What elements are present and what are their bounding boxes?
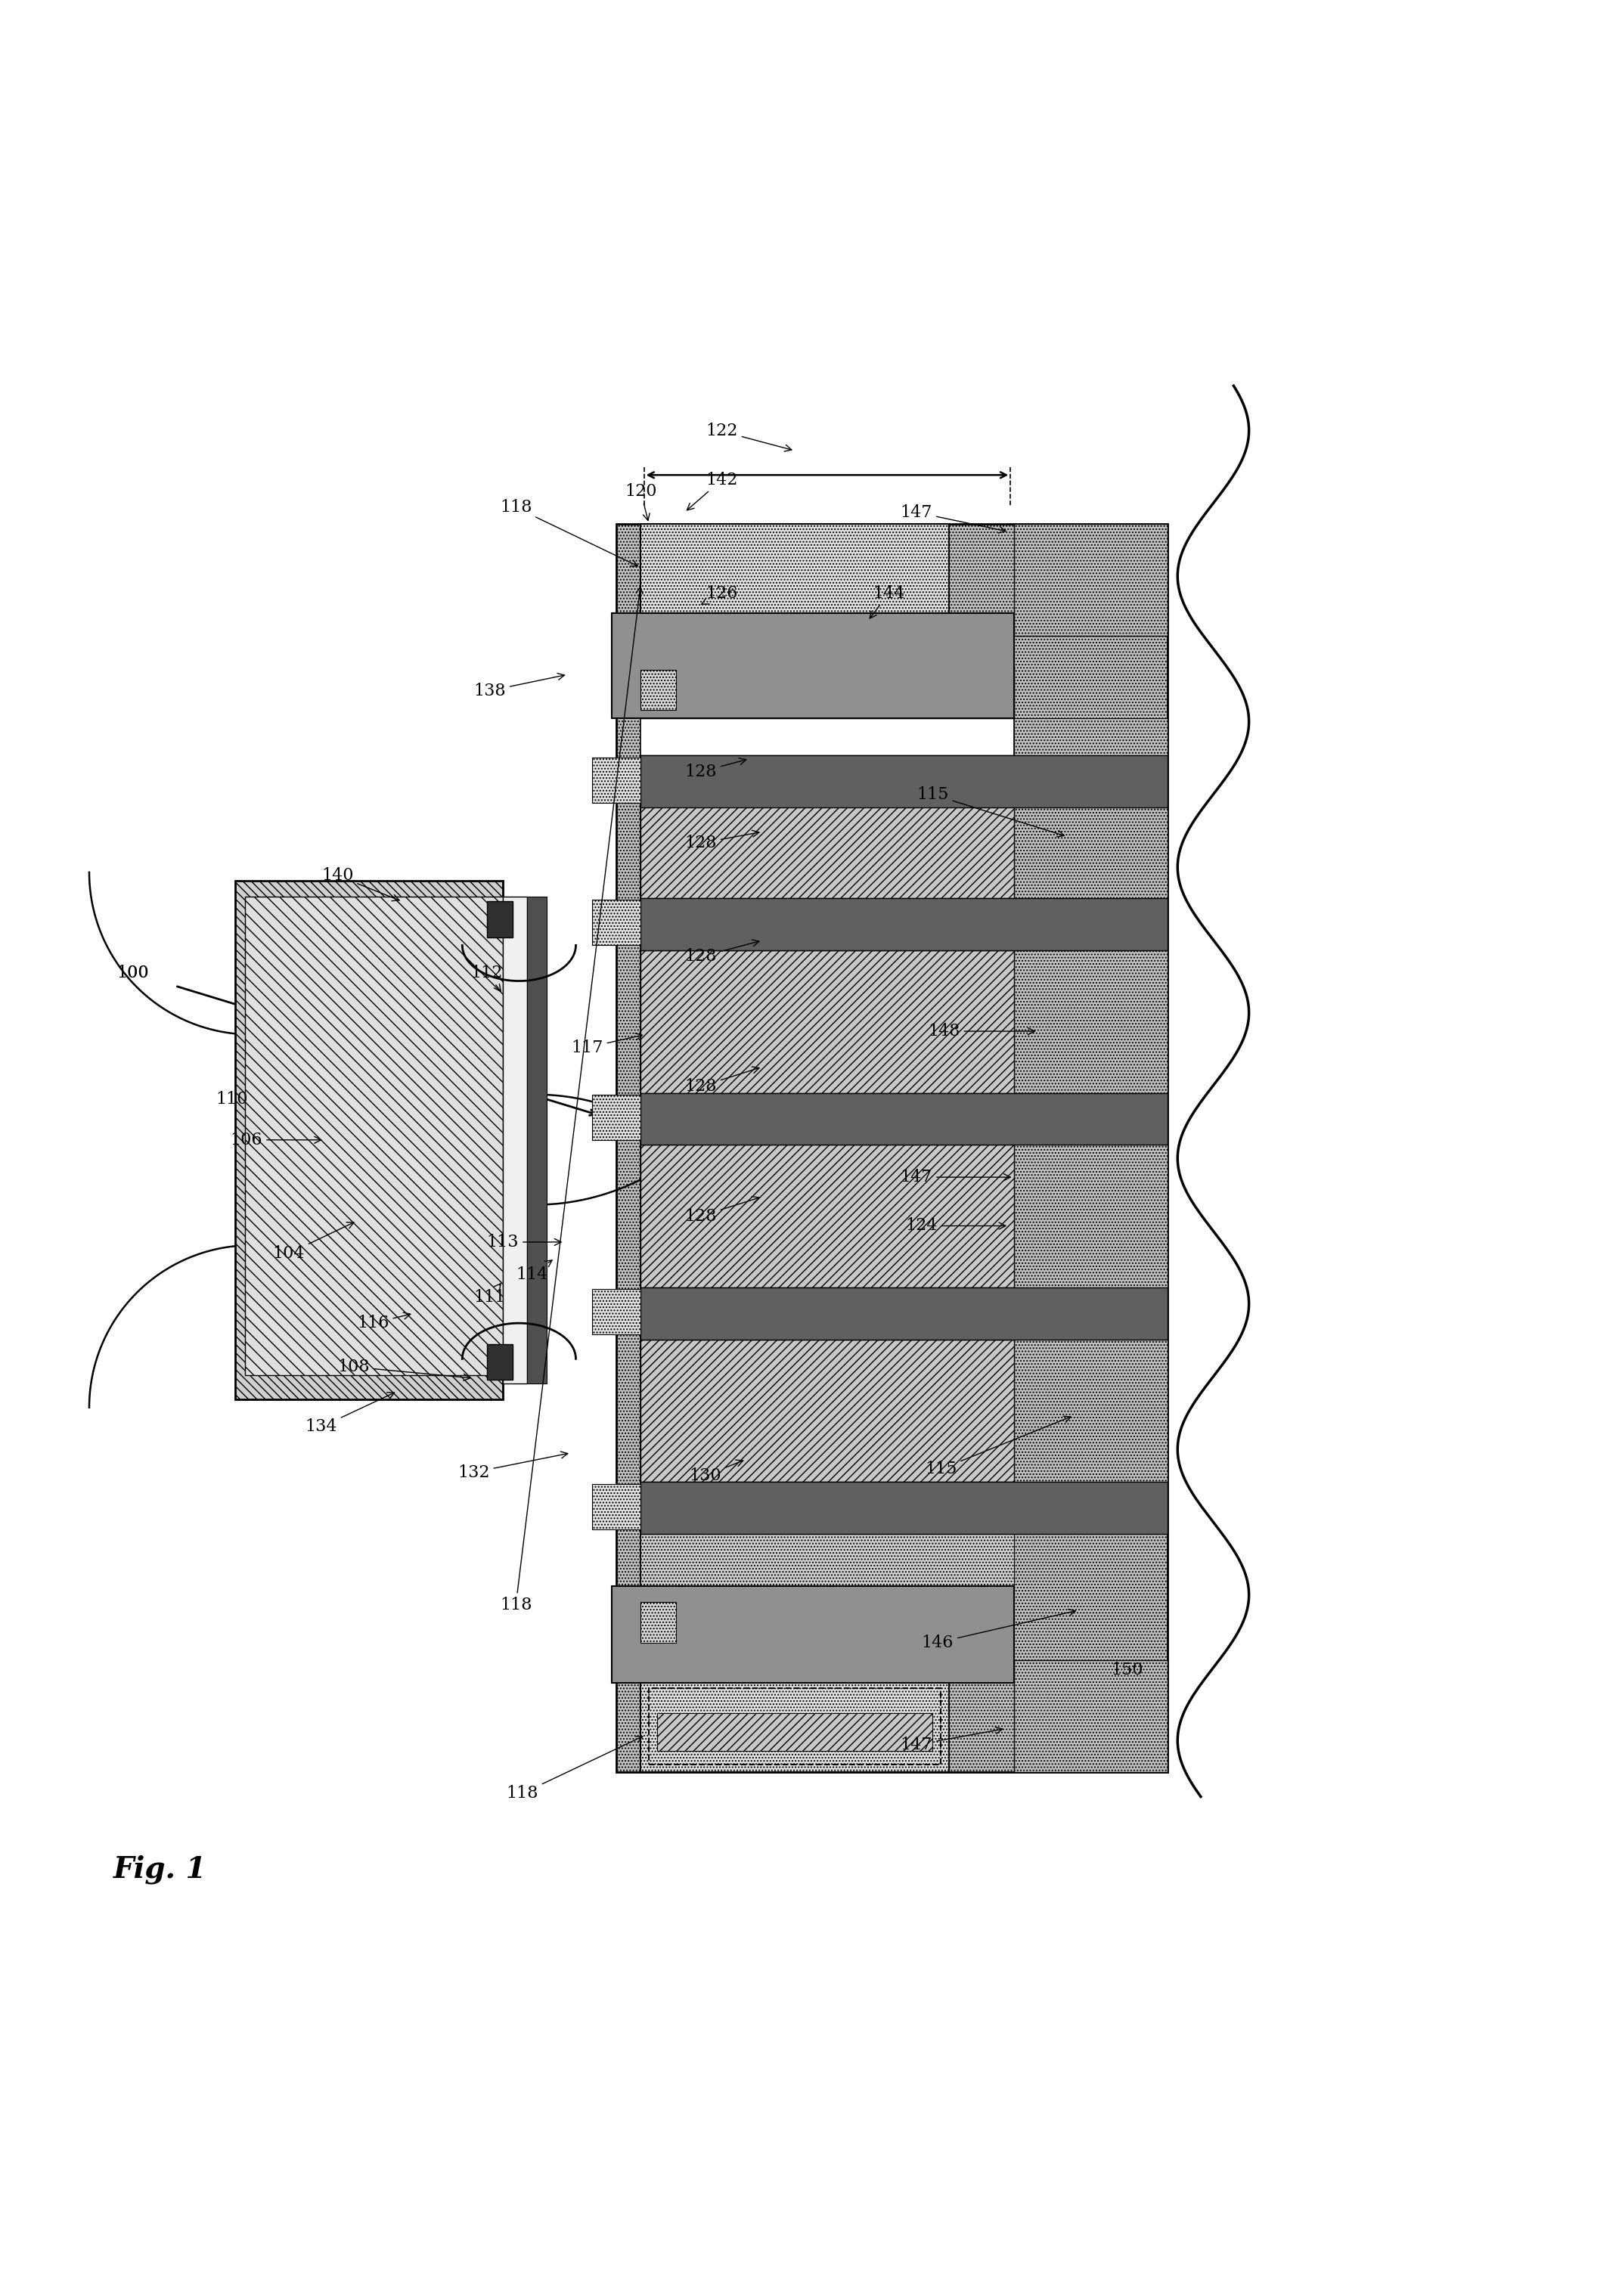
Bar xyxy=(641,719,1014,1587)
Bar xyxy=(641,1603,676,1642)
Text: 128: 128 xyxy=(684,1196,759,1224)
Text: 110: 110 xyxy=(216,1091,248,1107)
Bar xyxy=(657,1713,933,1752)
Bar xyxy=(641,1683,949,1773)
Bar xyxy=(641,1288,1168,1339)
Text: 113: 113 xyxy=(487,1233,561,1251)
Text: 115: 115 xyxy=(925,1417,1071,1476)
Text: 115: 115 xyxy=(916,785,1064,836)
Text: 124: 124 xyxy=(905,1217,1006,1235)
Bar xyxy=(641,1339,1014,1481)
Bar xyxy=(487,1343,513,1380)
Text: Fig. 1: Fig. 1 xyxy=(114,1855,208,1885)
Text: 122: 122 xyxy=(706,422,792,452)
Bar xyxy=(641,755,1168,808)
Bar xyxy=(611,613,1014,719)
Text: 144: 144 xyxy=(869,585,905,618)
Bar xyxy=(641,1481,1168,1534)
Text: 108: 108 xyxy=(337,1359,470,1380)
Text: 112: 112 xyxy=(470,964,503,992)
Text: 148: 148 xyxy=(928,1024,1035,1040)
Bar xyxy=(592,758,641,804)
Text: 147: 147 xyxy=(900,505,1006,533)
Bar xyxy=(1014,951,1168,1093)
Text: 142: 142 xyxy=(688,471,738,510)
Text: 104: 104 xyxy=(272,1221,354,1263)
Text: 146: 146 xyxy=(921,1609,1075,1651)
Text: 132: 132 xyxy=(457,1451,568,1481)
Bar xyxy=(1014,808,1168,898)
Bar xyxy=(527,898,547,1382)
Bar xyxy=(1014,719,1168,755)
Bar xyxy=(1014,523,1168,636)
Text: 126: 126 xyxy=(702,585,738,604)
Bar xyxy=(641,670,676,709)
Text: 111: 111 xyxy=(474,1283,506,1306)
Bar xyxy=(592,1288,641,1334)
Bar xyxy=(592,1095,641,1139)
Text: 118: 118 xyxy=(500,588,642,1614)
Bar xyxy=(245,898,503,1375)
Text: 138: 138 xyxy=(474,673,564,698)
Text: 100: 100 xyxy=(117,964,149,980)
Text: 117: 117 xyxy=(571,1033,642,1056)
Text: 128: 128 xyxy=(684,1068,759,1095)
Bar xyxy=(1014,1339,1168,1481)
Text: 128: 128 xyxy=(684,758,746,781)
Text: 118: 118 xyxy=(500,498,637,567)
Text: 118: 118 xyxy=(506,1736,642,1802)
Bar xyxy=(592,900,641,946)
Text: 147: 147 xyxy=(900,1169,1011,1185)
Text: 147: 147 xyxy=(900,1727,1002,1754)
Bar xyxy=(1014,1660,1168,1773)
Bar xyxy=(641,1534,1014,1587)
Bar xyxy=(641,1093,1168,1146)
Text: 134: 134 xyxy=(305,1391,394,1435)
Bar xyxy=(592,1483,641,1529)
Text: 116: 116 xyxy=(357,1313,410,1332)
Bar xyxy=(641,666,1014,719)
Bar xyxy=(649,1688,941,1763)
Text: 130: 130 xyxy=(689,1460,743,1483)
Text: 128: 128 xyxy=(684,831,759,852)
Bar xyxy=(641,664,1014,719)
Bar xyxy=(616,523,1168,1773)
Text: 120: 120 xyxy=(624,482,657,521)
Text: 114: 114 xyxy=(516,1261,551,1283)
Bar xyxy=(487,902,513,937)
Text: 128: 128 xyxy=(684,939,759,964)
Bar xyxy=(641,523,949,613)
Bar xyxy=(641,755,1014,898)
Bar xyxy=(1014,1146,1168,1288)
Bar xyxy=(503,898,527,1382)
Text: 140: 140 xyxy=(321,868,399,900)
Bar xyxy=(235,879,503,1398)
Text: 106: 106 xyxy=(230,1132,321,1148)
Bar xyxy=(641,951,1014,1093)
Bar xyxy=(611,1587,1014,1683)
Text: 100: 100 xyxy=(117,964,149,980)
Text: 150: 150 xyxy=(1111,1662,1144,1678)
Bar xyxy=(641,1146,1014,1288)
Bar xyxy=(641,898,1168,951)
